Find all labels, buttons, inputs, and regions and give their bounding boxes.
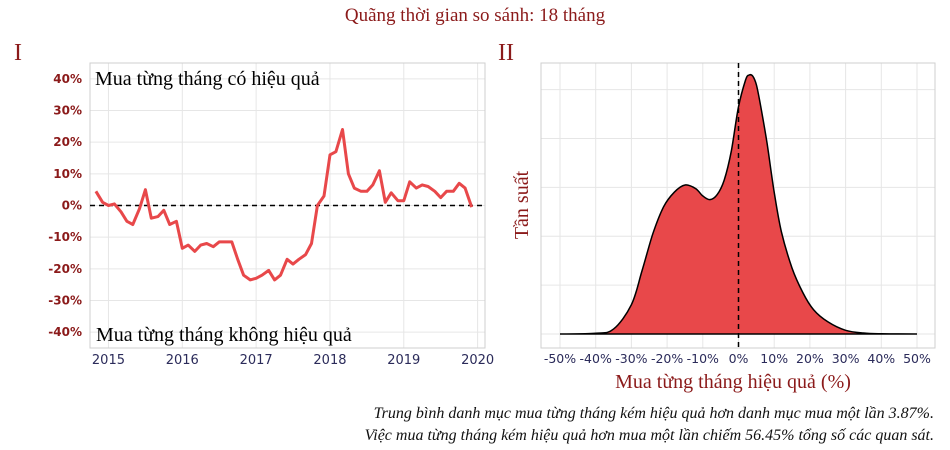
footnote-line-1: Trung bình danh mục mua từng tháng kém h… [374,405,934,422]
panel-1-y-tick-label: -10% [48,230,82,244]
panel-2-x-ticks: -50% -40% -30% -20% -10% 0% 10% 20% 30% 40% 50% [544,351,931,366]
panel-1-x-tick-label: 2017 [240,353,273,368]
panel-1-x-tick-label: 2016 [166,353,199,368]
panel-1-x-ticks: 2015 2016 2017 2018 2019 2020 [92,353,494,368]
panel-1-label: I [14,40,22,66]
panel-1-x-tick-label: 2018 [313,353,346,368]
panel-2-x-tick-label: -10% [687,351,719,366]
panel-2-x-tick-label: 40% [867,351,895,366]
panel-1-y-tick-label: 10% [53,167,82,181]
panel-2-x-tick-label: 20% [796,351,824,366]
panel-1-x-tick-label: 2020 [461,353,494,368]
chart-title: Quãng thời gian so sánh: 18 tháng [345,5,606,26]
panel-1-y-tick-label: 20% [53,135,82,149]
panel-1-y-ticks: -40% -30% -20% -10% 0% 10% 20% 30% 40% [48,72,82,339]
panel-2-x-axis-title: Mua từng tháng hiệu quả (%) [615,371,851,393]
panel-2: II -50% -40% -30% -20% -10% 0% 10% 20% 30% 40% 50%… [498,40,936,393]
panel-1-grid [90,63,485,348]
panel-1-y-tick-label: -30% [48,294,82,308]
panel-1-y-tick-label: -40% [48,325,82,339]
panel-1-y-tick-label: 0% [62,199,82,213]
panel-2-y-axis-title: Tần suất [511,170,533,239]
panel-2-x-tick-label: -20% [651,351,683,366]
panel-2-x-tick-label: 0% [729,351,749,366]
panel-1-annotation-bottom: Mua từng tháng không hiệu quả [96,324,352,346]
panel-2-x-tick-label: -50% [544,351,576,366]
panel-2-x-tick-label: 30% [832,351,860,366]
panel-2-x-tick-label: -30% [615,351,647,366]
panel-1-y-tick-label: 40% [53,72,82,86]
panel-2-x-tick-label: -40% [580,351,612,366]
panel-1-y-tick-label: -20% [48,262,82,276]
panel-2-density-area [559,73,918,335]
panel-2-x-tick-label: 10% [760,351,788,366]
panel-1-x-tick-label: 2015 [92,353,125,368]
panel-2-x-tick-label: 50% [903,351,931,366]
panel-1-x-tick-label: 2019 [387,353,420,368]
panel-2-label: II [498,40,514,66]
footnote-line-2: Việc mua từng tháng kém hiệu quả hơn mua… [365,427,934,444]
panel-1: I -40%-30%-20%-10%0%10%20%30%40% 2015 201… [14,40,494,368]
panel-1-series-line [94,128,474,282]
panel-1-y-tick-label: 30% [53,104,82,118]
panel-1-annotation-top: Mua từng tháng có hiệu quả [95,68,320,90]
